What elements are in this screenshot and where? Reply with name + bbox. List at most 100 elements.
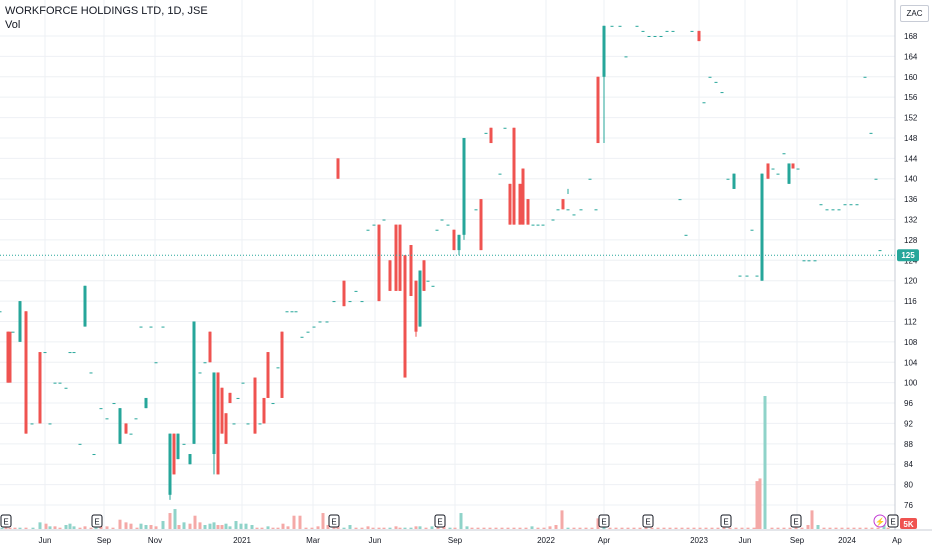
volume-bar (846, 527, 850, 529)
candle-body (336, 158, 340, 179)
candle-body (224, 413, 228, 444)
candle-body (787, 163, 791, 184)
y-tick-label: 92 (904, 419, 913, 428)
candle-body (182, 443, 186, 445)
y-tick-label: 132 (904, 216, 918, 225)
candle-body (366, 229, 370, 231)
volume-bar (465, 526, 469, 529)
candle-body (203, 362, 207, 364)
volume-bar (755, 481, 759, 529)
candle-body (236, 397, 240, 399)
candle-body (0, 311, 2, 313)
candle-body (398, 224, 402, 291)
volume-bar (173, 509, 177, 529)
candle-body (220, 387, 224, 434)
candle-body (572, 214, 576, 216)
volume-bar (590, 527, 594, 529)
volume-bar (371, 527, 375, 529)
volume-bar (342, 527, 346, 529)
candle-body (878, 250, 882, 252)
candle-body (394, 224, 398, 291)
volume-bar (212, 522, 216, 529)
volume-indicator-label[interactable]: Vol (5, 19, 21, 31)
candle-body (551, 219, 555, 221)
candle-body (837, 209, 841, 211)
candle-body (702, 102, 706, 104)
volume-bar (788, 527, 792, 529)
candle-body (8, 331, 12, 383)
volume-bar (596, 518, 600, 529)
volume-bar (149, 525, 153, 529)
candle-body (172, 433, 176, 475)
y-tick-label: 120 (904, 277, 918, 286)
candle-body (228, 392, 232, 404)
candle-body (594, 209, 598, 211)
volume-bar (239, 523, 243, 529)
volume-bar (794, 527, 798, 529)
volume-bar (168, 513, 172, 529)
candle-body (318, 321, 322, 323)
currency-button[interactable]: ZAC (900, 5, 929, 22)
volume-bar (716, 527, 720, 529)
candle-body (290, 311, 294, 313)
x-tick-label: Jun (739, 536, 752, 545)
volume-bar (78, 527, 82, 529)
candle-body (512, 127, 516, 225)
earnings-marker-label: E (331, 518, 336, 527)
candle-body (526, 199, 530, 225)
volume-bar (304, 527, 308, 529)
candle-body (435, 229, 439, 231)
volume-bar (286, 526, 290, 529)
volume-bar (58, 527, 62, 529)
volume-bar (348, 525, 352, 529)
candle-body (192, 321, 196, 444)
candle-body (750, 229, 754, 231)
candle-body (348, 301, 352, 303)
candle-body (382, 219, 386, 221)
candle-body (697, 30, 701, 42)
volume-bar (310, 527, 314, 529)
candles (0, 25, 882, 500)
volume-bar (418, 526, 422, 529)
x-tick-label: Sep (448, 536, 463, 545)
candle-body (825, 209, 829, 211)
candle-body (714, 81, 718, 83)
volume-bar (614, 527, 618, 529)
volume-bar (680, 527, 684, 529)
candle-body (198, 372, 202, 374)
candle-body (541, 224, 545, 226)
volume-bar (224, 523, 228, 529)
candle-body (294, 311, 298, 313)
candle-body (690, 30, 694, 32)
y-tick-label: 100 (904, 379, 918, 388)
candle-body (802, 260, 806, 262)
candle-body (24, 311, 28, 434)
volume-bar (650, 527, 654, 529)
volume-bar (858, 527, 862, 529)
x-tick-label: Mar (306, 536, 320, 545)
x-tick-label: 2023 (690, 536, 708, 545)
volume-bar (662, 527, 666, 529)
price-axis[interactable]: 7680848892961001041081121161201241281321… (904, 32, 918, 510)
x-tick-label: Apr (598, 536, 611, 545)
volume-bar (216, 525, 220, 529)
volume-bar (8, 527, 12, 529)
candle-body (112, 403, 116, 405)
volume-bar (0, 527, 4, 529)
volume-bar (244, 523, 248, 529)
volume-bar (518, 527, 522, 529)
volume-bar (728, 527, 732, 529)
candle-body (782, 153, 786, 155)
volume-bar (271, 527, 275, 529)
volume-bar (250, 525, 254, 529)
y-tick-label: 108 (904, 338, 918, 347)
volume-bar (105, 526, 109, 529)
volume-bar (366, 526, 370, 529)
volume-bar (321, 513, 325, 529)
candle-body (618, 25, 622, 27)
volume-bar (734, 527, 738, 529)
time-axis[interactable]: Jun Sep Nov 2021 Mar Jun Sep 2022 Apr 2023 Jun Sep 2… (39, 536, 903, 545)
volume-bar (626, 527, 630, 529)
volume-bar (182, 522, 186, 529)
